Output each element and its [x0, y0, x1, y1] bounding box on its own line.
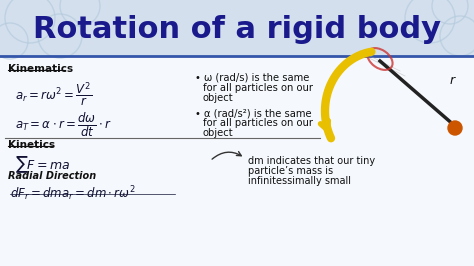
FancyBboxPatch shape	[0, 0, 474, 56]
Text: Rotation of a rigid body: Rotation of a rigid body	[33, 15, 441, 44]
Text: dm indicates that our tiny: dm indicates that our tiny	[248, 156, 375, 166]
Text: $a_r = r\omega^2 = \dfrac{V^2}{r}$: $a_r = r\omega^2 = \dfrac{V^2}{r}$	[15, 81, 92, 109]
Text: $\sum F = ma$: $\sum F = ma$	[15, 154, 71, 175]
FancyArrowPatch shape	[212, 152, 241, 159]
Text: particle’s mass is: particle’s mass is	[248, 166, 333, 176]
FancyBboxPatch shape	[0, 56, 474, 266]
Circle shape	[448, 121, 462, 135]
Text: for all particles on our: for all particles on our	[203, 83, 313, 93]
Text: $a_T = \alpha \cdot r = \dfrac{d\omega}{dt} \cdot r$: $a_T = \alpha \cdot r = \dfrac{d\omega}{…	[15, 111, 112, 139]
Text: Radial Direction: Radial Direction	[8, 171, 96, 181]
Text: Kinematics: Kinematics	[8, 64, 73, 74]
Text: Kinetics: Kinetics	[8, 140, 55, 150]
Text: object: object	[203, 128, 234, 138]
Text: $dF_r = dma_r = dm \cdot r\omega^2$: $dF_r = dma_r = dm \cdot r\omega^2$	[10, 184, 136, 203]
Text: object: object	[203, 93, 234, 103]
Text: for all particles on our: for all particles on our	[203, 118, 313, 128]
Text: r: r	[450, 74, 455, 88]
Text: infinitessimally small: infinitessimally small	[248, 176, 351, 186]
Text: • ω (rad/s) is the same: • ω (rad/s) is the same	[195, 73, 310, 83]
Text: • α (rad/s²) is the same: • α (rad/s²) is the same	[195, 108, 311, 118]
